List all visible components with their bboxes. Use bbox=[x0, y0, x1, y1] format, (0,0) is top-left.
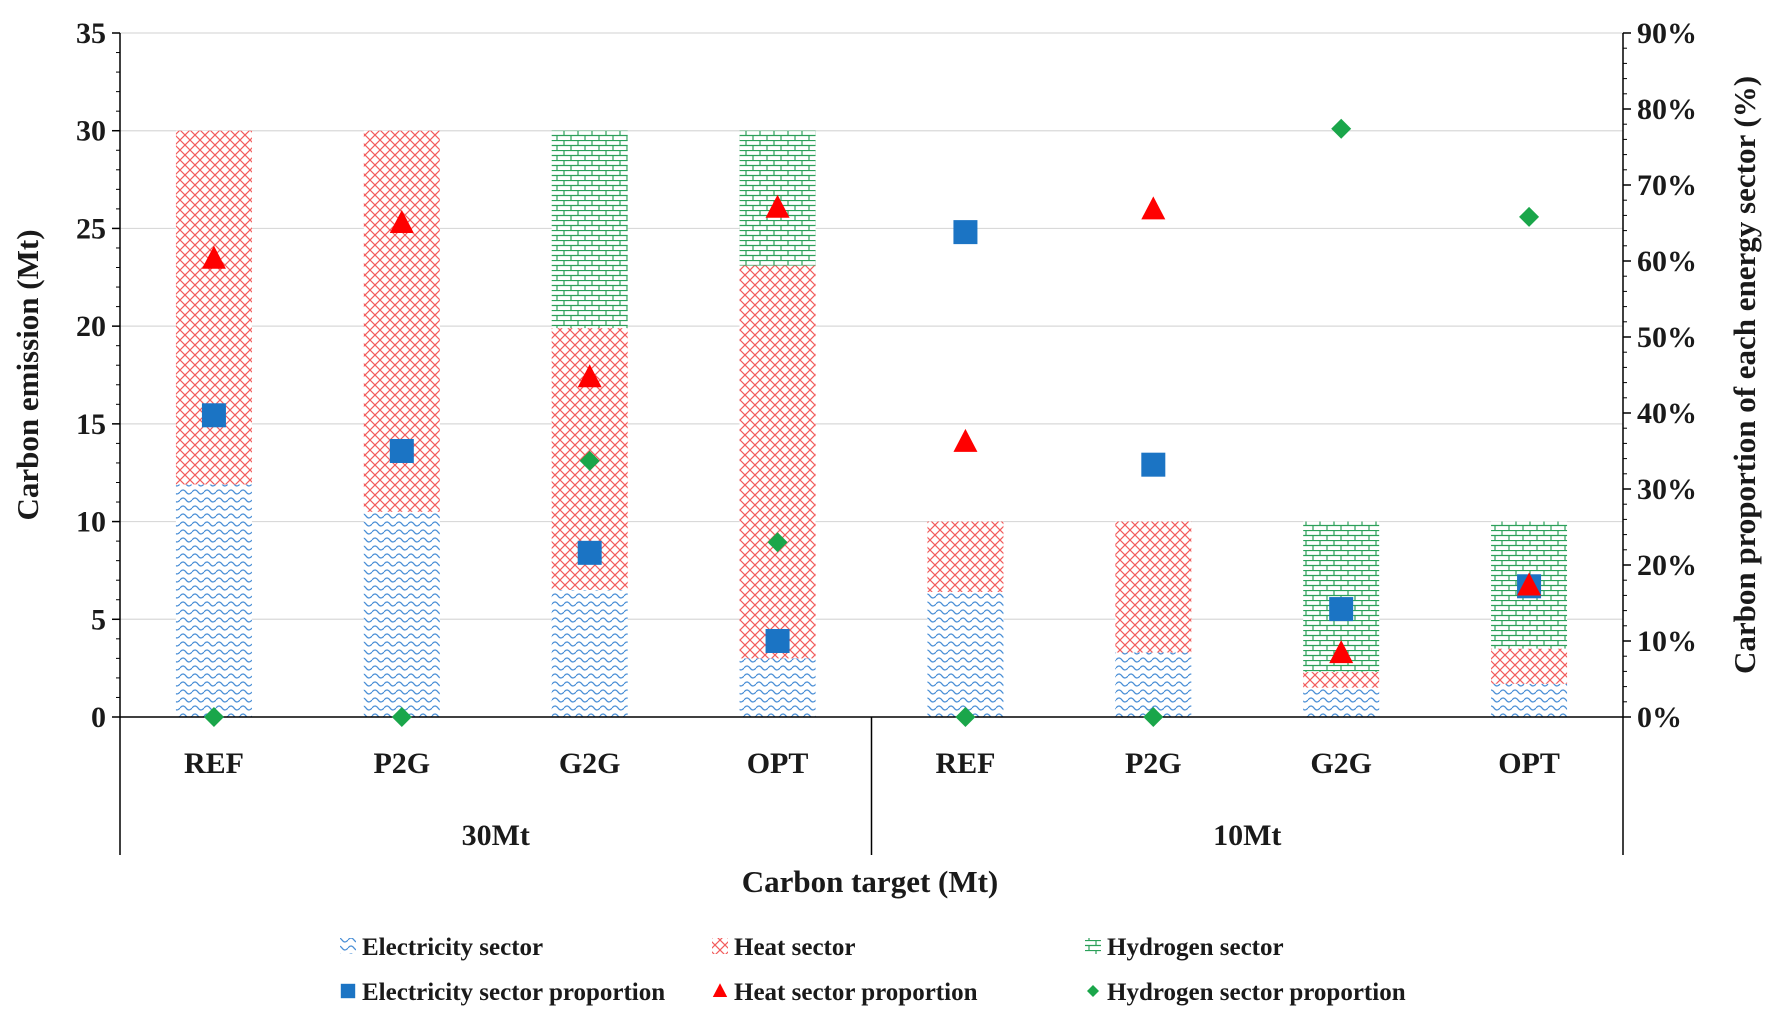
legend-label: Electricity sector proportion bbox=[362, 979, 665, 1006]
point-electricity-sector-proportion bbox=[765, 629, 790, 653]
y-tick-label: 15 bbox=[76, 408, 106, 441]
bar-electricity-sector bbox=[1115, 652, 1192, 717]
legend-swatch bbox=[1085, 938, 1101, 954]
y2-tick-label: 90% bbox=[1637, 17, 1697, 50]
y2-tick-label: 10% bbox=[1637, 625, 1697, 658]
bar-heat-sector bbox=[739, 265, 816, 659]
bar-hydrogen-sector bbox=[551, 130, 628, 329]
y2-tick-label: 80% bbox=[1637, 93, 1697, 126]
y-tick-label: 25 bbox=[76, 212, 106, 245]
point-hydrogen-sector-proportion bbox=[1331, 118, 1352, 139]
y-tick-label: 0 bbox=[91, 701, 106, 734]
y-tick-label: 30 bbox=[76, 115, 106, 148]
legend-marker bbox=[1087, 985, 1099, 997]
legend-marker bbox=[340, 983, 356, 999]
y2-tick-label: 70% bbox=[1637, 169, 1697, 202]
point-heat-sector-proportion bbox=[1329, 640, 1354, 664]
legend-label: Electricity sector bbox=[362, 934, 543, 961]
category-label: G2G bbox=[1310, 747, 1372, 780]
y2-tick-label: 50% bbox=[1637, 321, 1697, 354]
bar-heat-sector bbox=[1303, 672, 1380, 688]
y-tick-label: 35 bbox=[76, 17, 106, 50]
category-label: OPT bbox=[747, 747, 809, 780]
legend-label: Heat sector proportion bbox=[734, 979, 978, 1006]
y2-tick-label: 20% bbox=[1637, 549, 1697, 582]
point-heat-sector-proportion bbox=[1517, 572, 1542, 596]
legend-label: Hydrogen sector bbox=[1107, 934, 1284, 961]
point-electricity-sector-proportion bbox=[577, 540, 602, 565]
point-electricity-sector-proportion bbox=[953, 220, 978, 245]
point-electricity-sector-proportion bbox=[1329, 597, 1354, 622]
bar-electricity-sector bbox=[739, 658, 816, 717]
y2-tick-label: 0% bbox=[1637, 701, 1682, 734]
bars bbox=[175, 130, 1568, 717]
bar-electricity-sector bbox=[551, 589, 628, 717]
point-hydrogen-sector-proportion bbox=[1519, 206, 1540, 227]
point-heat-sector-proportion bbox=[389, 210, 414, 233]
point-heat-sector-proportion bbox=[765, 194, 790, 218]
y-axis-title: Carbon emission (Mt) bbox=[10, 229, 45, 520]
axes bbox=[112, 32, 1631, 855]
point-hydrogen-sector-proportion bbox=[203, 707, 224, 727]
point-hydrogen-sector-proportion bbox=[955, 707, 976, 727]
gridlines bbox=[120, 32, 1623, 620]
y-tick-label: 20 bbox=[76, 310, 106, 343]
y2-tick-label: 40% bbox=[1637, 397, 1697, 430]
y2-axis-title: Carbon proportion of each energy sector … bbox=[1727, 76, 1762, 674]
y2-tick-label: 30% bbox=[1637, 473, 1697, 506]
legend: Electricity sector Heat sector Hydrogen se… bbox=[340, 934, 1406, 1006]
bar-electricity-sector bbox=[363, 511, 440, 717]
point-hydrogen-sector-proportion bbox=[391, 707, 412, 727]
point-heat-sector-proportion bbox=[953, 428, 978, 452]
category-label: P2G bbox=[1125, 747, 1182, 780]
x-axis-title: Carbon target (Mt) bbox=[742, 864, 999, 899]
point-electricity-sector-proportion bbox=[1141, 452, 1166, 477]
point-heat-sector-proportion bbox=[201, 245, 226, 269]
category-label: REF bbox=[184, 747, 244, 780]
category-label: REF bbox=[935, 747, 995, 780]
point-hydrogen-sector-proportion bbox=[1143, 707, 1164, 727]
point-heat-sector-proportion bbox=[1141, 196, 1166, 220]
legend-swatch bbox=[712, 938, 728, 954]
bar-electricity-sector bbox=[1491, 683, 1568, 717]
bar-electricity-sector bbox=[1303, 687, 1380, 717]
bar-heat-sector bbox=[1491, 648, 1568, 684]
markers bbox=[201, 118, 1542, 727]
group-label: 30Mt bbox=[462, 819, 530, 852]
point-electricity-sector-proportion bbox=[201, 403, 226, 428]
group-label: 10Mt bbox=[1213, 819, 1281, 852]
bar-electricity-sector bbox=[927, 591, 1004, 717]
category-label: OPT bbox=[1498, 747, 1560, 780]
bar-heat-sector bbox=[927, 521, 1004, 592]
bar-heat-sector bbox=[175, 130, 252, 485]
legend-swatch bbox=[340, 938, 356, 954]
point-electricity-sector-proportion bbox=[389, 439, 414, 463]
legend-label: Heat sector bbox=[734, 934, 855, 961]
category-label: P2G bbox=[373, 747, 430, 780]
labels: 0 5 10 15 20 25 30 35 0% 10% 20% 30% 40% 50% 60% 70% 80%… bbox=[10, 17, 1762, 899]
bar-heat-sector bbox=[1115, 521, 1192, 653]
y-tick-label: 5 bbox=[91, 603, 106, 636]
point-heat-sector-proportion bbox=[577, 364, 602, 388]
point-hydrogen-sector-proportion bbox=[579, 450, 600, 471]
legend-marker bbox=[712, 983, 728, 997]
y2-tick-label: 60% bbox=[1637, 245, 1697, 278]
bar-electricity-sector bbox=[175, 484, 252, 717]
category-label: G2G bbox=[559, 747, 621, 780]
point-hydrogen-sector-proportion bbox=[767, 532, 788, 553]
legend-label: Hydrogen sector proportion bbox=[1107, 979, 1406, 1006]
y-tick-label: 10 bbox=[76, 506, 106, 539]
